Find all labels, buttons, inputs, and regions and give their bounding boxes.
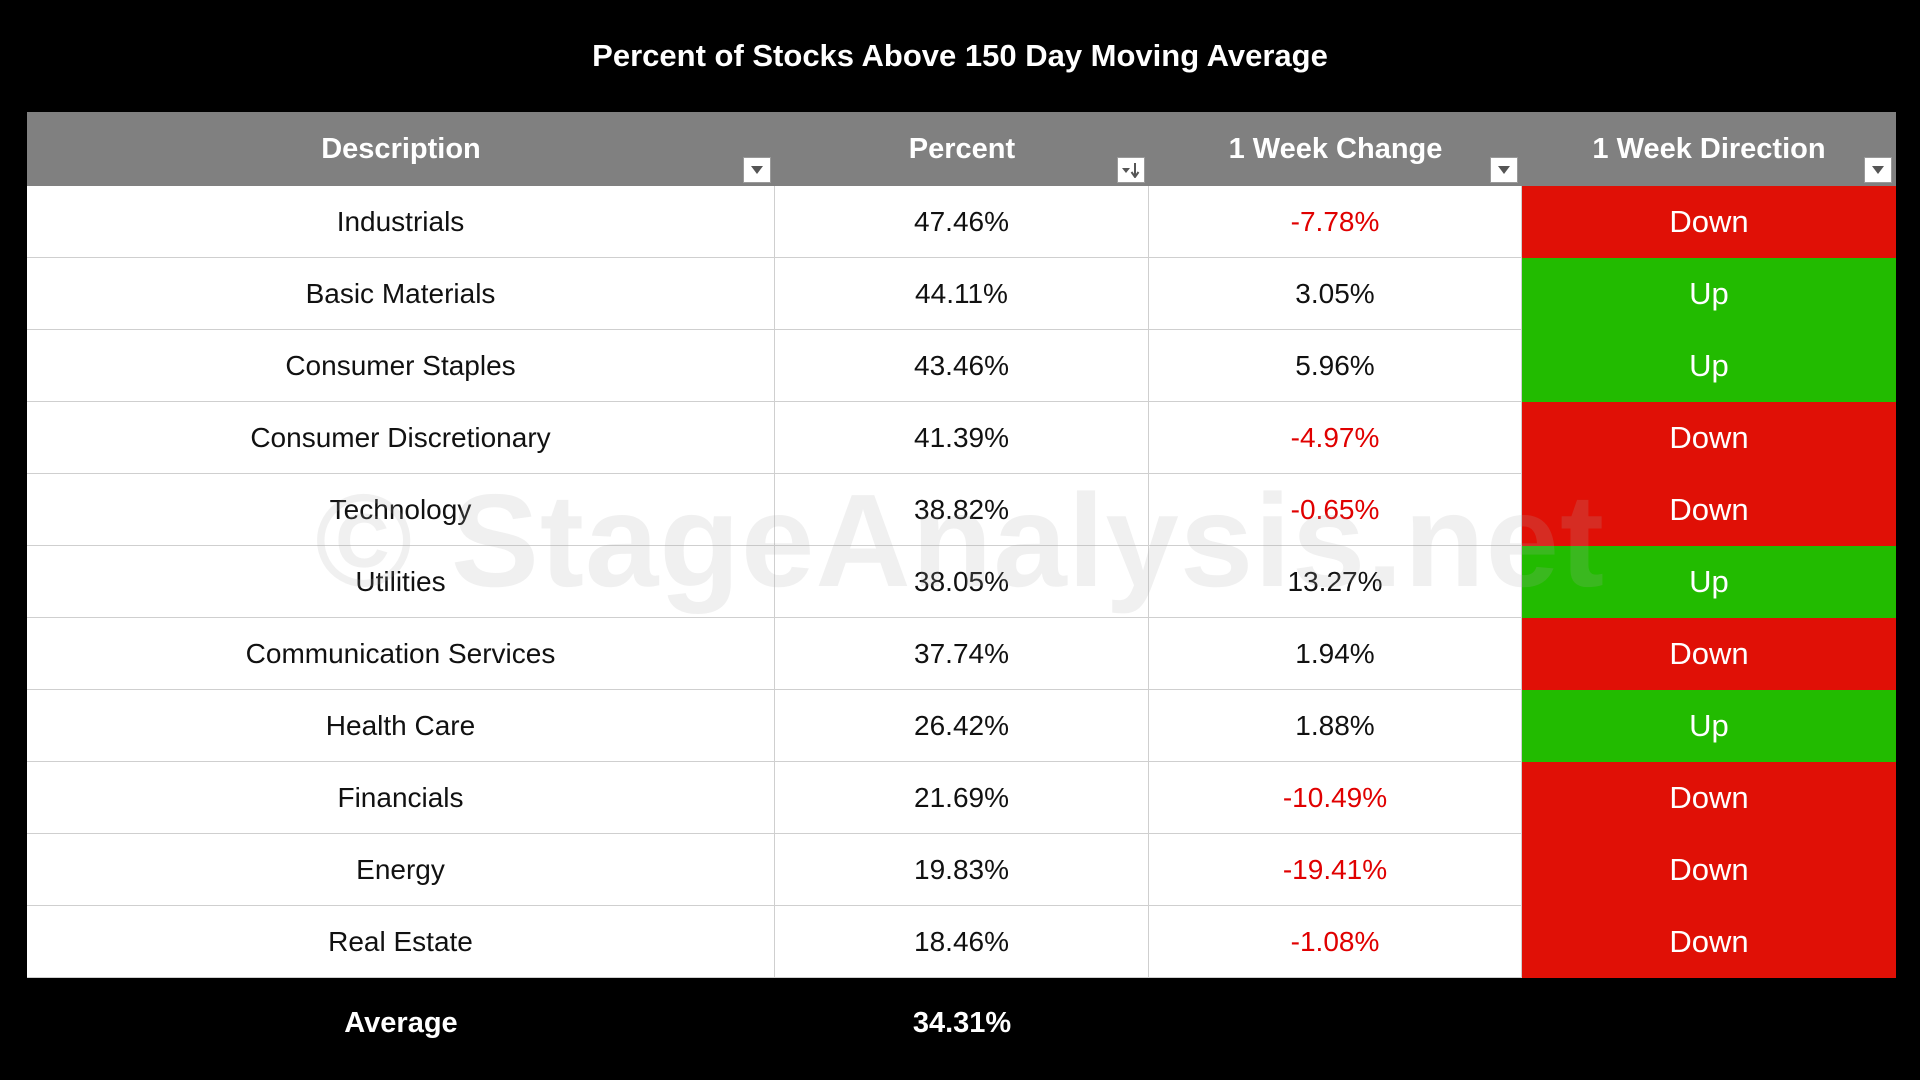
cell-change: 5.96% xyxy=(1149,330,1522,402)
cell-description: Basic Materials xyxy=(27,258,775,330)
cell-direction: Down xyxy=(1522,186,1896,258)
average-label: Average xyxy=(27,978,775,1068)
average-empty xyxy=(1149,978,1522,1068)
average-empty xyxy=(1522,978,1896,1068)
average-row: Average 34.31% xyxy=(27,978,1896,1068)
table-row: Utilities 38.05% 13.27% Up xyxy=(27,546,1896,618)
cell-percent: 19.83% xyxy=(775,834,1149,906)
header-change-label: 1 Week Change xyxy=(1228,132,1443,165)
header-description: Description xyxy=(27,112,775,186)
cell-change: 1.94% xyxy=(1149,618,1522,690)
cell-description: Health Care xyxy=(27,690,775,762)
cell-percent: 38.82% xyxy=(775,474,1149,546)
cell-percent: 18.46% xyxy=(775,906,1149,978)
table-header: Description Percent 1 Week Change 1 Week… xyxy=(27,112,1896,186)
cell-description: Communication Services xyxy=(27,618,775,690)
cell-description: Industrials xyxy=(27,186,775,258)
sector-table: Description Percent 1 Week Change 1 Week… xyxy=(27,112,1896,1068)
average-value: 34.31% xyxy=(775,978,1149,1068)
cell-percent: 37.74% xyxy=(775,618,1149,690)
table-row: Health Care 26.42% 1.88% Up xyxy=(27,690,1896,762)
page-title: Percent of Stocks Above 150 Day Moving A… xyxy=(592,38,1328,73)
cell-description: Financials xyxy=(27,762,775,834)
cell-change: 13.27% xyxy=(1149,546,1522,618)
cell-change: -7.78% xyxy=(1149,186,1522,258)
cell-direction: Down xyxy=(1522,618,1896,690)
cell-description: Technology xyxy=(27,474,775,546)
sort-descending-icon[interactable] xyxy=(1117,157,1145,183)
cell-change: 3.05% xyxy=(1149,258,1522,330)
table-row: Industrials 47.46% -7.78% Down xyxy=(27,186,1896,258)
table-row: Communication Services 37.74% 1.94% Down xyxy=(27,618,1896,690)
cell-direction: Up xyxy=(1522,546,1896,618)
cell-percent: 38.05% xyxy=(775,546,1149,618)
cell-direction: Down xyxy=(1522,834,1896,906)
filter-dropdown-icon[interactable] xyxy=(743,157,771,183)
header-direction-label: 1 Week Direction xyxy=(1592,132,1826,165)
cell-change: -1.08% xyxy=(1149,906,1522,978)
header-direction: 1 Week Direction xyxy=(1522,112,1896,186)
header-description-label: Description xyxy=(321,132,481,165)
cell-direction: Down xyxy=(1522,906,1896,978)
header-percent-label: Percent xyxy=(908,132,1016,165)
table-row: Consumer Discretionary 41.39% -4.97% Down xyxy=(27,402,1896,474)
cell-direction: Up xyxy=(1522,258,1896,330)
cell-description: Consumer Discretionary xyxy=(27,402,775,474)
cell-description: Consumer Staples xyxy=(27,330,775,402)
cell-percent: 47.46% xyxy=(775,186,1149,258)
cell-change: 1.88% xyxy=(1149,690,1522,762)
cell-percent: 44.11% xyxy=(775,258,1149,330)
table-body: Industrials 47.46% -7.78% Down Basic Materia… xyxy=(27,186,1896,978)
table-row: Basic Materials 44.11% 3.05% Up xyxy=(27,258,1896,330)
filter-dropdown-icon[interactable] xyxy=(1864,157,1892,183)
table-row: Financials 21.69% -10.49% Down xyxy=(27,762,1896,834)
cell-direction: Down xyxy=(1522,402,1896,474)
cell-direction: Down xyxy=(1522,474,1896,546)
cell-percent: 41.39% xyxy=(775,402,1149,474)
cell-percent: 43.46% xyxy=(775,330,1149,402)
filter-dropdown-icon[interactable] xyxy=(1490,157,1518,183)
cell-change: -19.41% xyxy=(1149,834,1522,906)
cell-description: Utilities xyxy=(27,546,775,618)
table-row: Technology 38.82% -0.65% Down xyxy=(27,474,1896,546)
table-row: Real Estate 18.46% -1.08% Down xyxy=(27,906,1896,978)
cell-direction: Up xyxy=(1522,690,1896,762)
cell-change: -0.65% xyxy=(1149,474,1522,546)
table-row: Consumer Staples 43.46% 5.96% Up xyxy=(27,330,1896,402)
cell-change: -10.49% xyxy=(1149,762,1522,834)
cell-percent: 21.69% xyxy=(775,762,1149,834)
cell-description: Energy xyxy=(27,834,775,906)
cell-description: Real Estate xyxy=(27,906,775,978)
cell-direction: Down xyxy=(1522,762,1896,834)
cell-percent: 26.42% xyxy=(775,690,1149,762)
header-percent: Percent xyxy=(775,112,1149,186)
table-row: Energy 19.83% -19.41% Down xyxy=(27,834,1896,906)
cell-change: -4.97% xyxy=(1149,402,1522,474)
header-change: 1 Week Change xyxy=(1149,112,1522,186)
cell-direction: Up xyxy=(1522,330,1896,402)
